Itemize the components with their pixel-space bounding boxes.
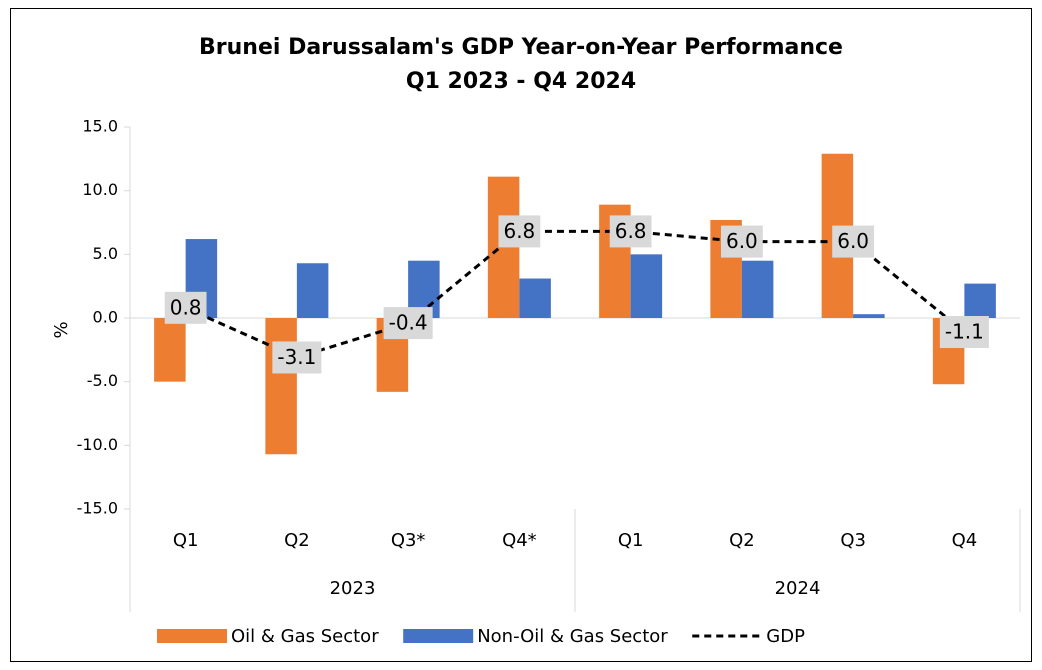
data-label-text: -0.4	[389, 311, 428, 335]
data-label-box	[164, 291, 207, 324]
chart-title: Brunei Darussalam's GDP Year-on-Year Per…	[199, 35, 843, 60]
data-label-box	[832, 225, 875, 258]
data-label: 6.8	[609, 215, 652, 248]
x-tick-label: Q2	[729, 530, 755, 551]
data-label-text: -3.1	[277, 345, 316, 369]
data-label-box	[939, 316, 989, 349]
y-tick-label: 10.0	[82, 180, 118, 199]
data-label-box	[498, 215, 541, 248]
y-tick-label: -5.0	[87, 371, 118, 390]
data-label: 0.8	[164, 291, 207, 324]
bar	[154, 318, 186, 382]
bar	[964, 283, 996, 318]
bar	[265, 318, 297, 455]
data-label: 6.8	[498, 215, 541, 248]
data-label-box	[383, 307, 433, 340]
x-tick-label: Q4*	[502, 530, 537, 551]
bar	[853, 314, 885, 318]
y-tick-label: 15.0	[82, 117, 118, 136]
y-axis-label: %	[51, 321, 72, 338]
x-tick-label: Q4	[952, 530, 978, 551]
y-tick-label: -15.0	[77, 499, 118, 518]
data-label-text: 6.8	[615, 219, 647, 243]
bar	[630, 254, 663, 318]
data-label-text: 6.0	[726, 229, 758, 253]
data-label-box	[609, 215, 652, 248]
data-label-text: -1.1	[945, 320, 984, 344]
x-tick-label: Q3	[840, 530, 866, 551]
y-tick-label: -10.0	[77, 435, 118, 454]
data-label: -0.4	[383, 307, 433, 340]
data-label: 6.0	[720, 225, 763, 258]
legend-label: Oil & Gas Sector	[231, 626, 379, 647]
group-label: 2024	[775, 578, 821, 599]
y-tick-label: 0.0	[93, 308, 118, 327]
data-label-text: 6.0	[837, 229, 869, 253]
legend-swatch	[403, 629, 474, 643]
legend-label: GDP	[766, 626, 805, 647]
data-label-text: 0.8	[170, 295, 202, 319]
data-label-box	[272, 341, 322, 374]
data-label-text: 6.8	[503, 219, 535, 243]
group-label: 2023	[330, 578, 376, 599]
data-label: -3.1	[272, 341, 322, 374]
x-tick-label: Q3*	[391, 530, 426, 551]
data-label-box	[720, 225, 763, 258]
bar	[741, 260, 774, 318]
data-label: -1.1	[939, 316, 989, 349]
legend-label: Non-Oil & Gas Sector	[477, 626, 668, 647]
y-tick-label: 5.0	[93, 244, 118, 263]
data-label: 6.0	[832, 225, 875, 258]
bar	[296, 263, 329, 318]
x-tick-label: Q1	[173, 530, 199, 551]
legend-swatch	[157, 629, 227, 643]
x-tick-label: Q2	[284, 530, 310, 551]
chart-subtitle: Q1 2023 - Q4 2024	[406, 69, 636, 94]
x-tick-label: Q1	[618, 530, 644, 551]
bar	[519, 278, 551, 318]
